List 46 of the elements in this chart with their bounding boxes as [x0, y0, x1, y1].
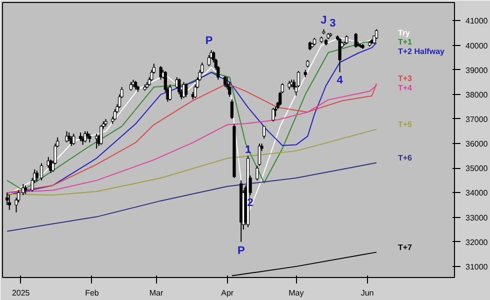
- x-tick-label: Mar: [149, 288, 164, 298]
- y-tick-label: 31000: [466, 262, 488, 272]
- x-tick-label: Feb: [85, 288, 100, 298]
- annotation: J: [320, 14, 327, 26]
- y-tick-label: 38000: [466, 90, 488, 100]
- candlestick: [100, 124, 103, 146]
- candlestick: [8, 194, 11, 210]
- line-series: [6, 128, 377, 196]
- x-tick-label: Apr: [221, 288, 234, 298]
- annotation: 3: [330, 17, 336, 30]
- candlestick: [230, 98, 234, 120]
- y-tick-label: 37000: [466, 114, 488, 124]
- x-tick-label: May: [288, 288, 304, 298]
- candlestick: [374, 28, 378, 40]
- candlestick: [40, 162, 44, 181]
- annotation: 4: [336, 74, 344, 86]
- candlestick: [272, 107, 275, 122]
- candlestick: [256, 165, 259, 181]
- candlestick: [184, 82, 188, 98]
- text: T+1: [398, 38, 413, 47]
- candlestick: [159, 66, 162, 80]
- text: T+6: [398, 153, 413, 162]
- y-tick-label: 40000: [466, 41, 488, 50]
- y-tick-label: 34000: [466, 188, 488, 198]
- text: T+2 Halfway: [398, 46, 446, 56]
- candlestick: [338, 37, 342, 73]
- annotation: P: [237, 244, 245, 257]
- y-tick-label: 39000: [466, 66, 488, 75]
- text: Try: [398, 28, 411, 38]
- candlestick: [65, 130, 68, 143]
- y-tick-label: 35000: [466, 164, 488, 174]
- y-tick-label: 41000: [466, 16, 488, 26]
- candlestick: [354, 32, 358, 48]
- annotation: P: [205, 35, 213, 48]
- candlestick: [262, 126, 266, 140]
- text: T+4: [398, 83, 413, 92]
- line-series: [6, 162, 377, 232]
- text: T+7: [398, 242, 413, 252]
- y-tick-label: 32000: [466, 238, 488, 247]
- y-tick-label: 36000: [466, 140, 488, 149]
- candlestick: [223, 75, 227, 88]
- text: T+5: [398, 120, 413, 129]
- x-tick-label: Jun: [360, 288, 374, 298]
- x-tick-label: 2025: [12, 288, 30, 298]
- text: T+3: [398, 74, 413, 84]
- y-tick-label: 33000: [466, 213, 488, 222]
